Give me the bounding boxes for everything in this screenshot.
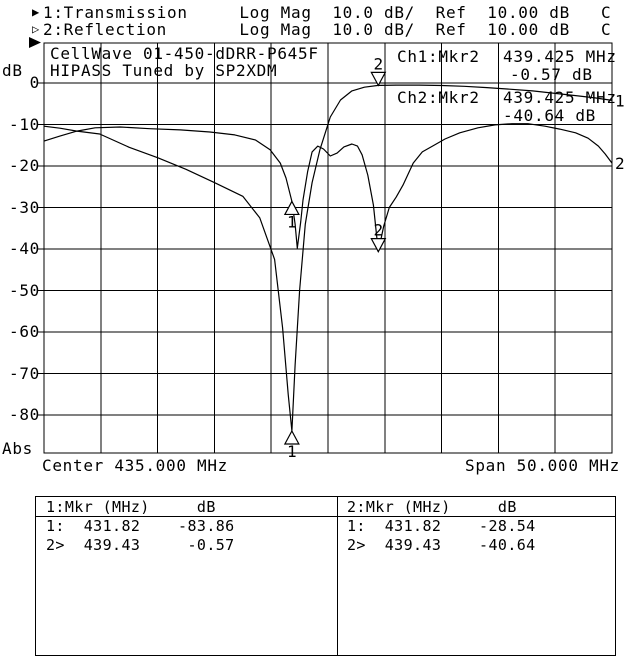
table-row: 2> 439.43 -0.57: [46, 535, 235, 554]
x-axis-span-label: Span 50.000 MHz: [465, 456, 620, 475]
marker-table-ch2-header: 2:Mkr (MHz) dB: [347, 498, 517, 516]
ch2-marker-readout-value: -40.64 dB: [503, 106, 596, 125]
trace-end-label: 2: [615, 154, 625, 173]
trace1-active-marker-icon: ▶: [32, 5, 40, 19]
ch1-marker-readout-freq: 439.425 MHz: [503, 47, 617, 66]
y-axis-tick-label: 0: [29, 73, 40, 92]
ch2-marker-readout-label: Ch2:Mkr2: [397, 88, 480, 107]
marker-1-label: 1: [287, 442, 297, 461]
y-axis-tick-label: -10: [9, 114, 40, 134]
marker-2-triangle-icon: [370, 238, 387, 253]
x-axis-center-label: Center 435.000 MHz: [42, 456, 228, 475]
y-axis-tick-label: -60: [9, 322, 40, 341]
marker-table-ch2-rows: 1: 431.82 -28.54 2> 439.43 -40.64: [347, 517, 536, 554]
marker-1-label: 1: [287, 212, 297, 231]
trace-end-label: 1: [615, 91, 625, 110]
marker-1-triangle-icon: [283, 429, 300, 445]
trace-transmission: [43, 84, 613, 432]
y-axis-tick-label: -80: [9, 405, 40, 424]
marker-table-divider: [337, 497, 338, 655]
y-axis-tick-label: -70: [9, 363, 40, 383]
table-row: 2> 439.43 -40.64: [347, 535, 536, 554]
y-axis-tick-label: -40: [9, 239, 40, 258]
trace2-header-line: 2:Reflection Log Mag 10.0 dB/ Ref 10.00 …: [43, 20, 612, 39]
trace-reflection: [43, 123, 613, 253]
y-axis-tick-label: -50: [9, 280, 40, 300]
marker-table: 1:Mkr (MHz) dB 1: 431.82 -83.86 2> 439.43…: [35, 496, 616, 656]
marker-table-header-separator: [36, 516, 615, 517]
ch1-marker-readout-label: Ch1:Mkr2: [397, 47, 480, 66]
measurement-title-line1: CellWave 01-450-dDRR-P645F: [50, 44, 319, 63]
ch1-marker-readout-value: -0.57 dB: [510, 65, 593, 84]
table-row: 1: 431.82 -28.54: [347, 517, 536, 535]
table-row: 1: 431.82 -83.86: [46, 517, 235, 535]
sweep-indicator-icon: [29, 37, 41, 48]
marker-2-label: 2: [374, 54, 384, 73]
y-axis-bottom-label: Abs: [2, 439, 33, 458]
marker-table-ch1-cell: 1:Mkr (MHz) dB 1: 431.82 -83.86 2> 439.43…: [36, 497, 337, 655]
marker-2-triangle-icon: [370, 71, 387, 87]
y-axis-unit-label: dB: [2, 61, 23, 80]
y-axis-tick-label: -30: [9, 197, 40, 217]
marker-table-ch1-rows: 1: 431.82 -83.86 2> 439.43 -0.57: [46, 517, 235, 554]
y-axis-tick-label: -20: [9, 156, 40, 175]
marker-table-ch1-header: 1:Mkr (MHz) dB: [46, 498, 216, 516]
marker-table-ch2-cell: 2:Mkr (MHz) dB 1: 431.82 -28.54 2> 439.43…: [337, 497, 615, 655]
ch2-marker-readout-freq: 439.425 MHz: [503, 88, 617, 107]
trace2-marker-icon: ▷: [32, 22, 40, 36]
marker-2-label: 2: [374, 221, 384, 240]
trace1-header-line: 1:Transmission Log Mag 10.0 dB/ Ref 10.0…: [43, 3, 612, 22]
marker-1-triangle-icon: [283, 200, 300, 216]
measurement-title-line2: HIPASS Tuned by SP2XDM: [50, 61, 278, 80]
